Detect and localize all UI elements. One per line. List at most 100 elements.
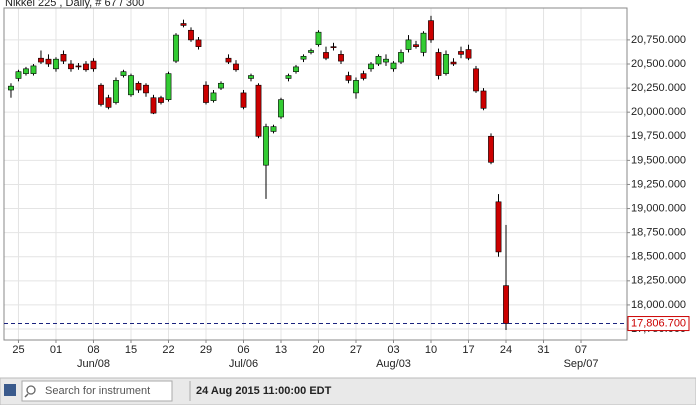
candle-body bbox=[330, 46, 337, 48]
candle-body bbox=[255, 84, 262, 137]
month-label: Sep/07 bbox=[564, 358, 599, 370]
candle-body bbox=[203, 84, 209, 103]
candle-body bbox=[23, 68, 29, 74]
candle-body bbox=[450, 61, 457, 65]
month-label: Aug/03 bbox=[376, 358, 411, 370]
candle-body bbox=[143, 84, 149, 94]
datetime: 24 Aug 2015 11:00:00 EDT bbox=[196, 385, 332, 397]
y-tick-label: 19,750.000 bbox=[631, 130, 686, 142]
search-icon-handle bbox=[24, 393, 29, 398]
y-tick-label: 19,000.000 bbox=[631, 202, 686, 214]
plot-frame bbox=[3, 7, 628, 341]
candle-body bbox=[435, 52, 442, 76]
candle-body bbox=[75, 65, 82, 68]
candle-body bbox=[68, 63, 74, 70]
y-tick-label: 20,750.000 bbox=[631, 34, 686, 46]
candle-body bbox=[83, 63, 89, 71]
x-tick-label: 31 bbox=[537, 344, 549, 356]
candle-body bbox=[98, 84, 104, 105]
search-box[interactable] bbox=[21, 380, 173, 402]
toolbar-icon[interactable] bbox=[4, 384, 16, 396]
candle-body bbox=[60, 54, 67, 62]
candle-body bbox=[293, 66, 299, 73]
candle-body bbox=[285, 75, 292, 79]
x-tick-label: 27 bbox=[350, 344, 362, 356]
candle-body bbox=[428, 20, 434, 41]
candle-body bbox=[240, 92, 247, 108]
candle-body bbox=[120, 71, 127, 76]
candle-body bbox=[443, 54, 449, 74]
candle-body bbox=[45, 58, 52, 65]
candle-body bbox=[150, 97, 157, 114]
candle-body bbox=[180, 23, 187, 26]
candle-body bbox=[225, 57, 232, 63]
candle-body bbox=[420, 32, 427, 53]
candle-body bbox=[405, 39, 412, 50]
x-tick-label: 07 bbox=[575, 344, 587, 356]
search-placeholder[interactable]: Search for instrument bbox=[45, 385, 150, 397]
x-tick-label: 29 bbox=[200, 344, 212, 356]
candle-body bbox=[503, 285, 509, 324]
x-tick-label: 22 bbox=[162, 344, 174, 356]
candle-body bbox=[173, 34, 179, 62]
candle-body bbox=[383, 58, 389, 63]
candle-body bbox=[233, 63, 239, 71]
candle-body bbox=[263, 126, 269, 166]
y-tick-label: 18,250.000 bbox=[631, 275, 686, 287]
y-tick-label: 18,500.000 bbox=[631, 251, 686, 263]
candle-body bbox=[195, 39, 202, 47]
y-tick-label: 18,000.000 bbox=[631, 299, 686, 311]
candle-body bbox=[353, 80, 359, 94]
x-tick-label: 15 bbox=[125, 344, 137, 356]
candle-body bbox=[480, 90, 487, 109]
candle-body bbox=[53, 58, 59, 70]
candle-body bbox=[300, 55, 307, 60]
candle-body bbox=[473, 68, 479, 92]
month-label: Jun/08 bbox=[77, 358, 110, 370]
last-price-box bbox=[627, 316, 690, 332]
x-tick-label: 13 bbox=[275, 344, 287, 356]
candle-body bbox=[345, 75, 352, 81]
y-tick-label: 20,000.000 bbox=[631, 106, 686, 118]
y-tick-label: 20,250.000 bbox=[631, 82, 686, 94]
candle-body bbox=[90, 60, 97, 70]
x-tick-label: 08 bbox=[87, 344, 99, 356]
candle-body bbox=[465, 49, 472, 59]
x-tick-label: 24 bbox=[500, 344, 512, 356]
y-tick-label: 19,500.000 bbox=[631, 154, 686, 166]
candle-body bbox=[413, 44, 419, 47]
candle-body bbox=[375, 55, 382, 65]
y-tick-label: 18,750.000 bbox=[631, 227, 686, 239]
x-tick-label: 03 bbox=[387, 344, 399, 356]
candle-body bbox=[270, 126, 277, 132]
candle-body bbox=[105, 97, 112, 108]
x-tick-label: 10 bbox=[425, 344, 437, 356]
candle-body bbox=[188, 29, 194, 41]
y-tick-label: 20,500.000 bbox=[631, 58, 686, 70]
x-tick-label: 20 bbox=[312, 344, 324, 356]
candle-body bbox=[248, 75, 254, 79]
search-icon bbox=[26, 385, 36, 395]
candle-body bbox=[315, 31, 322, 46]
month-label: Jul/06 bbox=[229, 358, 258, 370]
candle-body bbox=[128, 75, 134, 96]
candle-body bbox=[495, 201, 502, 253]
candle-body bbox=[398, 52, 404, 63]
last-price-label: 17,806.700 bbox=[631, 317, 686, 329]
x-tick-label: 17 bbox=[462, 344, 474, 356]
candle-body bbox=[158, 97, 164, 103]
candle-body bbox=[323, 52, 329, 59]
candle-body bbox=[338, 54, 344, 62]
candle-body bbox=[38, 57, 44, 63]
y-tick-label: 19,250.000 bbox=[631, 178, 686, 190]
candle-body bbox=[218, 82, 224, 89]
candle-body bbox=[8, 85, 14, 91]
candle-body bbox=[113, 80, 119, 103]
candle-body bbox=[390, 62, 397, 70]
candle-body bbox=[458, 51, 464, 55]
candle-body bbox=[210, 92, 217, 101]
x-tick-label: 01 bbox=[50, 344, 62, 356]
candle-body bbox=[360, 73, 367, 79]
